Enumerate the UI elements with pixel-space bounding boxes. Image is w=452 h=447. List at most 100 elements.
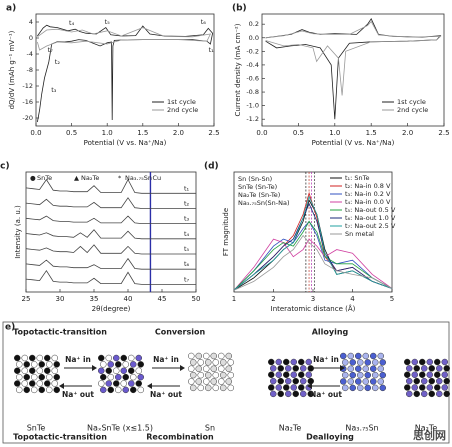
data-line bbox=[37, 24, 214, 123]
atom bbox=[275, 358, 282, 366]
crystal-structure bbox=[268, 358, 314, 398]
atom bbox=[292, 377, 299, 385]
panel-label: a) bbox=[6, 4, 16, 14]
atom bbox=[362, 352, 369, 360]
atom bbox=[298, 358, 305, 366]
atom bbox=[203, 365, 210, 372]
atom bbox=[411, 358, 418, 366]
atom bbox=[21, 380, 28, 387]
atom bbox=[404, 358, 411, 366]
crystal-structure bbox=[340, 352, 386, 392]
series-label: t₅ bbox=[184, 245, 190, 253]
atom bbox=[105, 380, 112, 387]
x-tick-label: 1.0 bbox=[329, 129, 340, 137]
atom bbox=[225, 352, 232, 360]
x-axis-label: Interatomic distance (Å) bbox=[271, 304, 356, 313]
atom bbox=[436, 365, 443, 372]
atom bbox=[283, 358, 290, 366]
atom bbox=[23, 386, 30, 394]
atom bbox=[36, 380, 43, 387]
panel-label: (c) bbox=[0, 162, 10, 172]
x-tick-label: 1.0 bbox=[102, 129, 113, 137]
atom bbox=[225, 365, 232, 372]
y-tick-label: 4 bbox=[29, 18, 33, 26]
atom bbox=[270, 390, 277, 398]
atom bbox=[347, 352, 354, 360]
atom bbox=[29, 367, 36, 374]
arrow-head bbox=[340, 365, 345, 371]
atom bbox=[53, 373, 60, 381]
atom bbox=[197, 359, 204, 366]
atom bbox=[44, 380, 51, 387]
data-line bbox=[233, 238, 393, 291]
atom bbox=[349, 371, 356, 379]
data-line bbox=[25, 257, 196, 270]
atom bbox=[268, 384, 275, 391]
atom bbox=[31, 373, 38, 381]
atom bbox=[426, 358, 433, 366]
atom bbox=[419, 358, 426, 366]
atom bbox=[441, 358, 448, 366]
atom bbox=[135, 367, 142, 374]
x-tick-label: 1.5 bbox=[137, 129, 148, 137]
atom bbox=[421, 377, 428, 385]
atom bbox=[137, 386, 144, 394]
atom bbox=[426, 384, 433, 391]
arrow-head bbox=[307, 383, 312, 389]
legend-label: 2nd cycle bbox=[167, 106, 198, 114]
atom bbox=[218, 365, 225, 372]
atom bbox=[135, 354, 142, 362]
x-tick-label: 1 bbox=[232, 295, 236, 303]
key-symbol: ▲ bbox=[74, 174, 79, 182]
atom bbox=[377, 378, 384, 385]
atom bbox=[277, 377, 284, 385]
atom bbox=[128, 367, 135, 374]
atom bbox=[300, 377, 307, 385]
y-axis-label: FT magnitude bbox=[222, 208, 230, 256]
atom bbox=[31, 361, 38, 368]
series-label: t₇ bbox=[184, 275, 190, 283]
atom bbox=[113, 380, 120, 387]
legend-label: t₄: Na-in 0.0 V bbox=[345, 198, 391, 206]
panel-label: (d) bbox=[204, 162, 219, 172]
atom bbox=[100, 386, 107, 394]
atom bbox=[98, 367, 105, 374]
atom bbox=[364, 384, 371, 392]
annotation: t₄ bbox=[69, 19, 75, 27]
reference-label: SnTe (Sn-Te) bbox=[238, 183, 277, 191]
atom bbox=[443, 377, 450, 385]
atom bbox=[347, 378, 354, 385]
atom bbox=[190, 359, 197, 366]
y-tick-label: -16 bbox=[22, 98, 33, 106]
atom bbox=[130, 386, 137, 394]
process-label: Dealloying bbox=[306, 433, 354, 442]
atom bbox=[113, 354, 120, 362]
atom bbox=[44, 367, 51, 374]
atom bbox=[210, 365, 217, 372]
x-tick-label: 25 bbox=[22, 295, 31, 303]
atom bbox=[115, 361, 122, 368]
legend-label: t₆: Na-out 1.0 V bbox=[345, 214, 396, 222]
atom bbox=[220, 384, 227, 392]
data-line bbox=[233, 195, 393, 291]
x-tick-label: 2.0 bbox=[173, 129, 184, 137]
legend-label: 2nd cycle bbox=[397, 106, 428, 114]
atom bbox=[357, 384, 364, 392]
atom bbox=[98, 380, 105, 387]
atom bbox=[357, 359, 364, 366]
atom bbox=[205, 384, 212, 392]
atom bbox=[419, 371, 426, 378]
key-label: Na₃.₇₅Sn bbox=[125, 174, 152, 182]
annotation: t₂ bbox=[55, 58, 61, 66]
atom bbox=[379, 359, 386, 366]
data-line bbox=[25, 178, 196, 194]
atom bbox=[342, 371, 349, 379]
legend-label: t₂: Na-in 0.8 V bbox=[345, 182, 391, 190]
atom bbox=[21, 354, 28, 362]
atom bbox=[277, 365, 284, 372]
legend-label: t₇: Na-out 2.5 V bbox=[345, 222, 396, 230]
atom bbox=[277, 390, 284, 398]
x-tick-label: 1.5 bbox=[366, 129, 377, 137]
